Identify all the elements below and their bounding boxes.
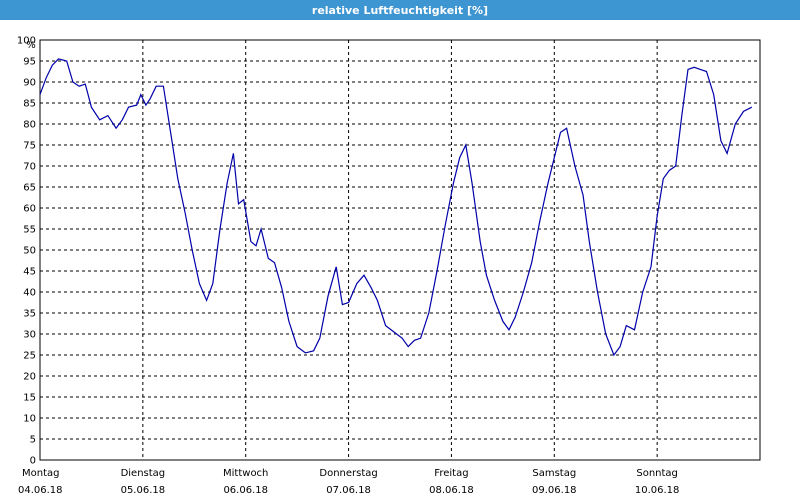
y-tick-label: 15 bbox=[23, 393, 36, 404]
y-tick-label: 65 bbox=[23, 183, 36, 194]
y-tick-label: 60 bbox=[23, 204, 36, 215]
y-tick-label: 55 bbox=[23, 225, 36, 236]
y-tick-label: 50 bbox=[23, 246, 36, 257]
x-tick-label-date: 07.06.18 bbox=[326, 485, 371, 496]
y-tick-label: 25 bbox=[23, 351, 36, 362]
x-tick-label-date: 08.06.18 bbox=[429, 485, 474, 496]
x-tick-label-day: Dienstag bbox=[121, 468, 166, 479]
x-tick-label-date: 10.06.18 bbox=[635, 485, 680, 496]
y-tick-label: 80 bbox=[23, 120, 36, 131]
x-tick-label-day: Sonntag bbox=[636, 468, 678, 479]
y-tick-label: 35 bbox=[23, 309, 36, 320]
window-title: relative Luftfeuchtigkeit [%] bbox=[0, 0, 800, 20]
x-tick-label-day: Mittwoch bbox=[223, 468, 268, 479]
y-tick-label: 30 bbox=[23, 330, 36, 341]
y-tick-label: 85 bbox=[23, 99, 36, 110]
y-tick-labels: 0 5 10 15 20 25 30 35 40 45 50 55 60 65 70 75 80 85 90 95 10… bbox=[17, 36, 36, 467]
x-tick-label-day: Montag bbox=[22, 468, 59, 479]
y-tick-label: 20 bbox=[23, 372, 36, 383]
y-tick-label: 70 bbox=[23, 162, 36, 173]
y-tick-label: 5 bbox=[30, 435, 36, 446]
y-tick-label: 45 bbox=[23, 267, 36, 278]
x-tick-label-date: 04.06.18 bbox=[18, 485, 63, 496]
x-tick-labels: Montag 04.06.18 Dienstag 05.06.18 Mittwoch 06… bbox=[18, 468, 679, 496]
y-tick-label: 100 bbox=[17, 36, 36, 47]
series-line-humidity bbox=[39, 58, 753, 357]
x-tick-label-day: Donnerstag bbox=[319, 468, 377, 479]
y-tick-label: 10 bbox=[23, 414, 36, 425]
x-tick-label-day: Samstag bbox=[532, 468, 576, 479]
y-tick-label: 0 bbox=[30, 456, 36, 467]
x-tick-label-date: 06.06.18 bbox=[223, 485, 268, 496]
y-tick-label: 40 bbox=[23, 288, 36, 299]
x-tick-label-day: Freitag bbox=[434, 468, 468, 479]
y-tick-label: 90 bbox=[23, 78, 36, 89]
x-tick-label-date: 09.06.18 bbox=[532, 485, 577, 496]
y-tick-label: 75 bbox=[23, 141, 36, 152]
grid bbox=[40, 40, 760, 460]
y-axis-label: % bbox=[26, 40, 36, 51]
x-tick-label-date: 05.06.18 bbox=[121, 485, 166, 496]
humidity-line-chart: 0 5 10 15 20 25 30 35 40 45 50 55 60 65 70 75 80 85 90 95 10… bbox=[17, 36, 761, 496]
y-tick-label: 95 bbox=[23, 57, 36, 68]
